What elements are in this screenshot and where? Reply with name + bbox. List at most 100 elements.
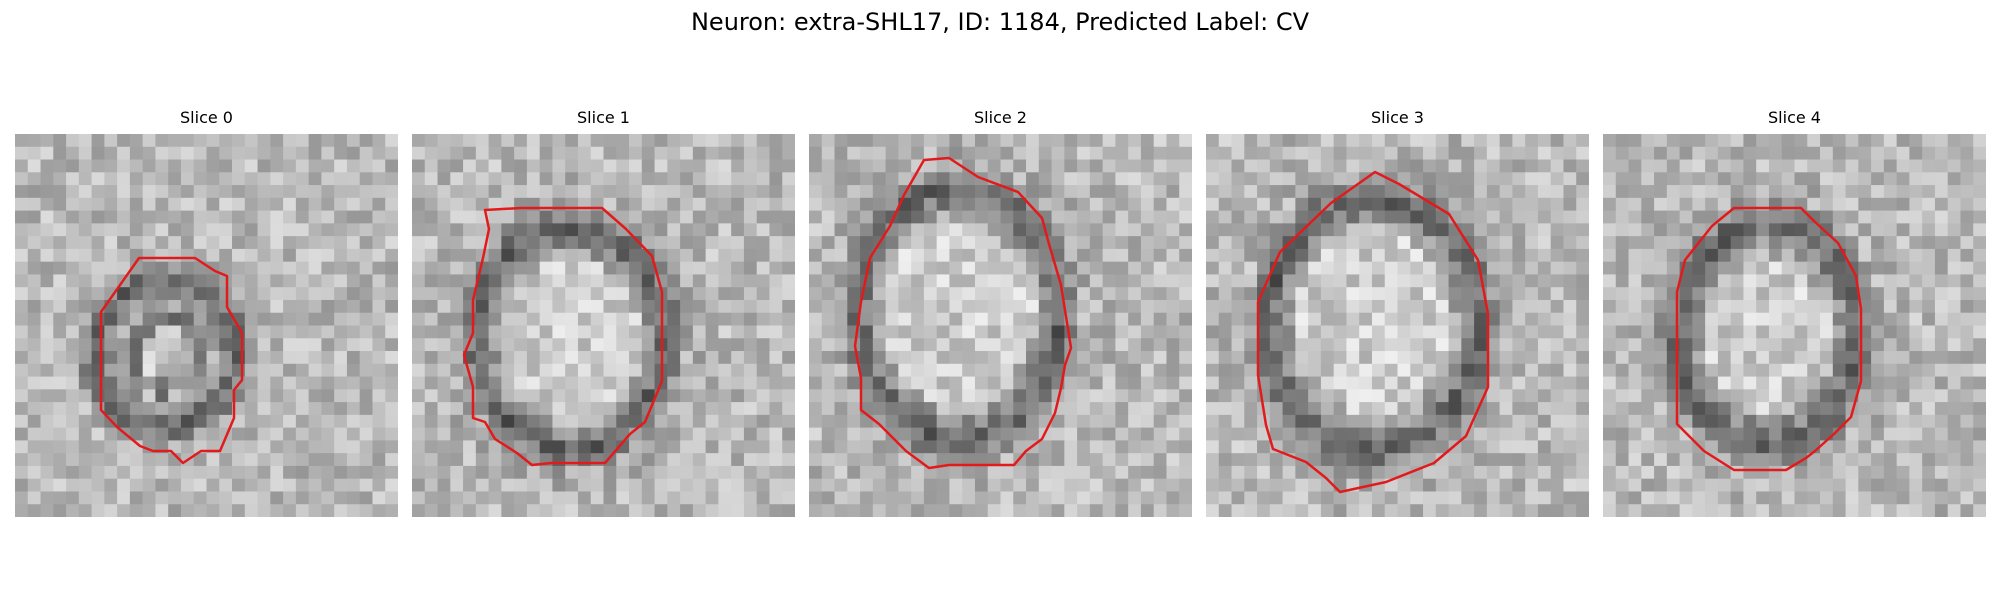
image-pixel [1743, 440, 1757, 454]
image-pixel [1140, 312, 1155, 327]
image-pixel [1603, 351, 1617, 365]
image-pixel [372, 363, 386, 378]
image-pixel [1206, 351, 1220, 365]
image-pixel [1486, 440, 1501, 454]
image-pixel [1947, 185, 1962, 199]
image-pixel [769, 338, 783, 352]
image-pixel [526, 465, 541, 480]
image-pixel [1628, 197, 1642, 212]
image-pixel [1525, 159, 1539, 173]
image-pixel [705, 287, 719, 301]
image-pixel [1435, 299, 1450, 314]
image-pixel [667, 402, 681, 416]
image-pixel [308, 261, 322, 276]
image-pixel [155, 363, 169, 378]
image-pixel [1525, 338, 1539, 352]
image-pixel [1013, 376, 1027, 390]
image-pixel [1537, 440, 1552, 454]
image-pixel [718, 274, 732, 288]
image-pixel [104, 172, 118, 186]
image-pixel [577, 312, 592, 327]
image-pixel [1909, 248, 1923, 263]
image-pixel [1244, 210, 1258, 224]
image-pixel [193, 453, 208, 467]
image-pixel [1781, 427, 1796, 441]
image-pixel [885, 389, 899, 403]
image-pixel [872, 146, 887, 161]
image-pixel [1346, 504, 1360, 517]
image-pixel [1896, 402, 1910, 416]
image-pixel [1896, 172, 1910, 186]
image-pixel [1410, 223, 1424, 237]
image-pixel [1410, 261, 1424, 276]
image-pixel [1333, 287, 1348, 301]
image-pixel [1525, 389, 1539, 403]
image-pixel [936, 172, 951, 186]
image-pixel [1756, 261, 1770, 276]
image-pixel [1705, 338, 1719, 352]
image-pixel [1282, 389, 1296, 403]
image-pixel [1705, 210, 1719, 224]
image-pixel [1089, 146, 1104, 161]
image-pixel [1013, 185, 1027, 199]
image-pixel [1000, 440, 1014, 454]
image-pixel [53, 134, 67, 148]
image-pixel [1603, 491, 1617, 505]
image-pixel [129, 312, 144, 327]
image-pixel [769, 427, 783, 441]
image-pixel [1692, 491, 1706, 505]
image-pixel [129, 236, 144, 250]
image-pixel [616, 134, 630, 148]
image-pixel [860, 376, 874, 390]
image-pixel [1807, 427, 1821, 441]
image-pixel [847, 248, 861, 263]
image-pixel [1448, 478, 1462, 493]
slice-panel-0: Slice 0 [15, 108, 398, 517]
image-pixel [1026, 197, 1040, 212]
image-pixel [1206, 453, 1220, 467]
image-pixel [1486, 299, 1501, 314]
image-pixel [1679, 134, 1693, 148]
image-pixel [424, 363, 439, 378]
image-pixel [974, 351, 989, 365]
image-pixel [1115, 146, 1129, 161]
image-pixel [1244, 491, 1258, 505]
slice-title-1: Slice 1 [577, 108, 630, 127]
image-pixel [885, 427, 899, 441]
image-pixel [412, 299, 426, 314]
image-pixel [321, 261, 335, 276]
image-pixel [1705, 159, 1719, 173]
image-pixel [1960, 134, 1974, 148]
image-pixel [1166, 287, 1180, 301]
image-pixel [692, 338, 707, 352]
image-pixel [1346, 453, 1360, 467]
image-pixel [1896, 236, 1910, 250]
image-pixel [475, 299, 490, 314]
image-pixel [1537, 402, 1552, 416]
image-pixel [1512, 261, 1526, 276]
image-pixel [1743, 146, 1757, 161]
image-pixel [1717, 197, 1732, 212]
image-pixel [412, 453, 426, 467]
image-pixel [1576, 274, 1589, 288]
image-pixel [936, 185, 951, 199]
image-pixel [1333, 248, 1348, 263]
image-pixel [180, 478, 195, 493]
image-pixel [1679, 414, 1693, 429]
image-pixel [1474, 453, 1488, 467]
image-pixel [385, 453, 398, 467]
image-pixel [1218, 440, 1233, 454]
image-pixel [1871, 414, 1885, 429]
image-pixel [1705, 172, 1719, 186]
image-pixel [219, 504, 233, 517]
image-pixel [552, 146, 566, 161]
image-pixel [1934, 210, 1949, 224]
image-pixel [1000, 197, 1014, 212]
image-pixel [1153, 465, 1168, 480]
image-pixel [1615, 491, 1630, 505]
image-pixel [705, 363, 719, 378]
image-pixel [923, 504, 938, 517]
image-pixel [974, 491, 989, 505]
image-pixel [1781, 402, 1796, 416]
image-pixel [129, 197, 144, 212]
